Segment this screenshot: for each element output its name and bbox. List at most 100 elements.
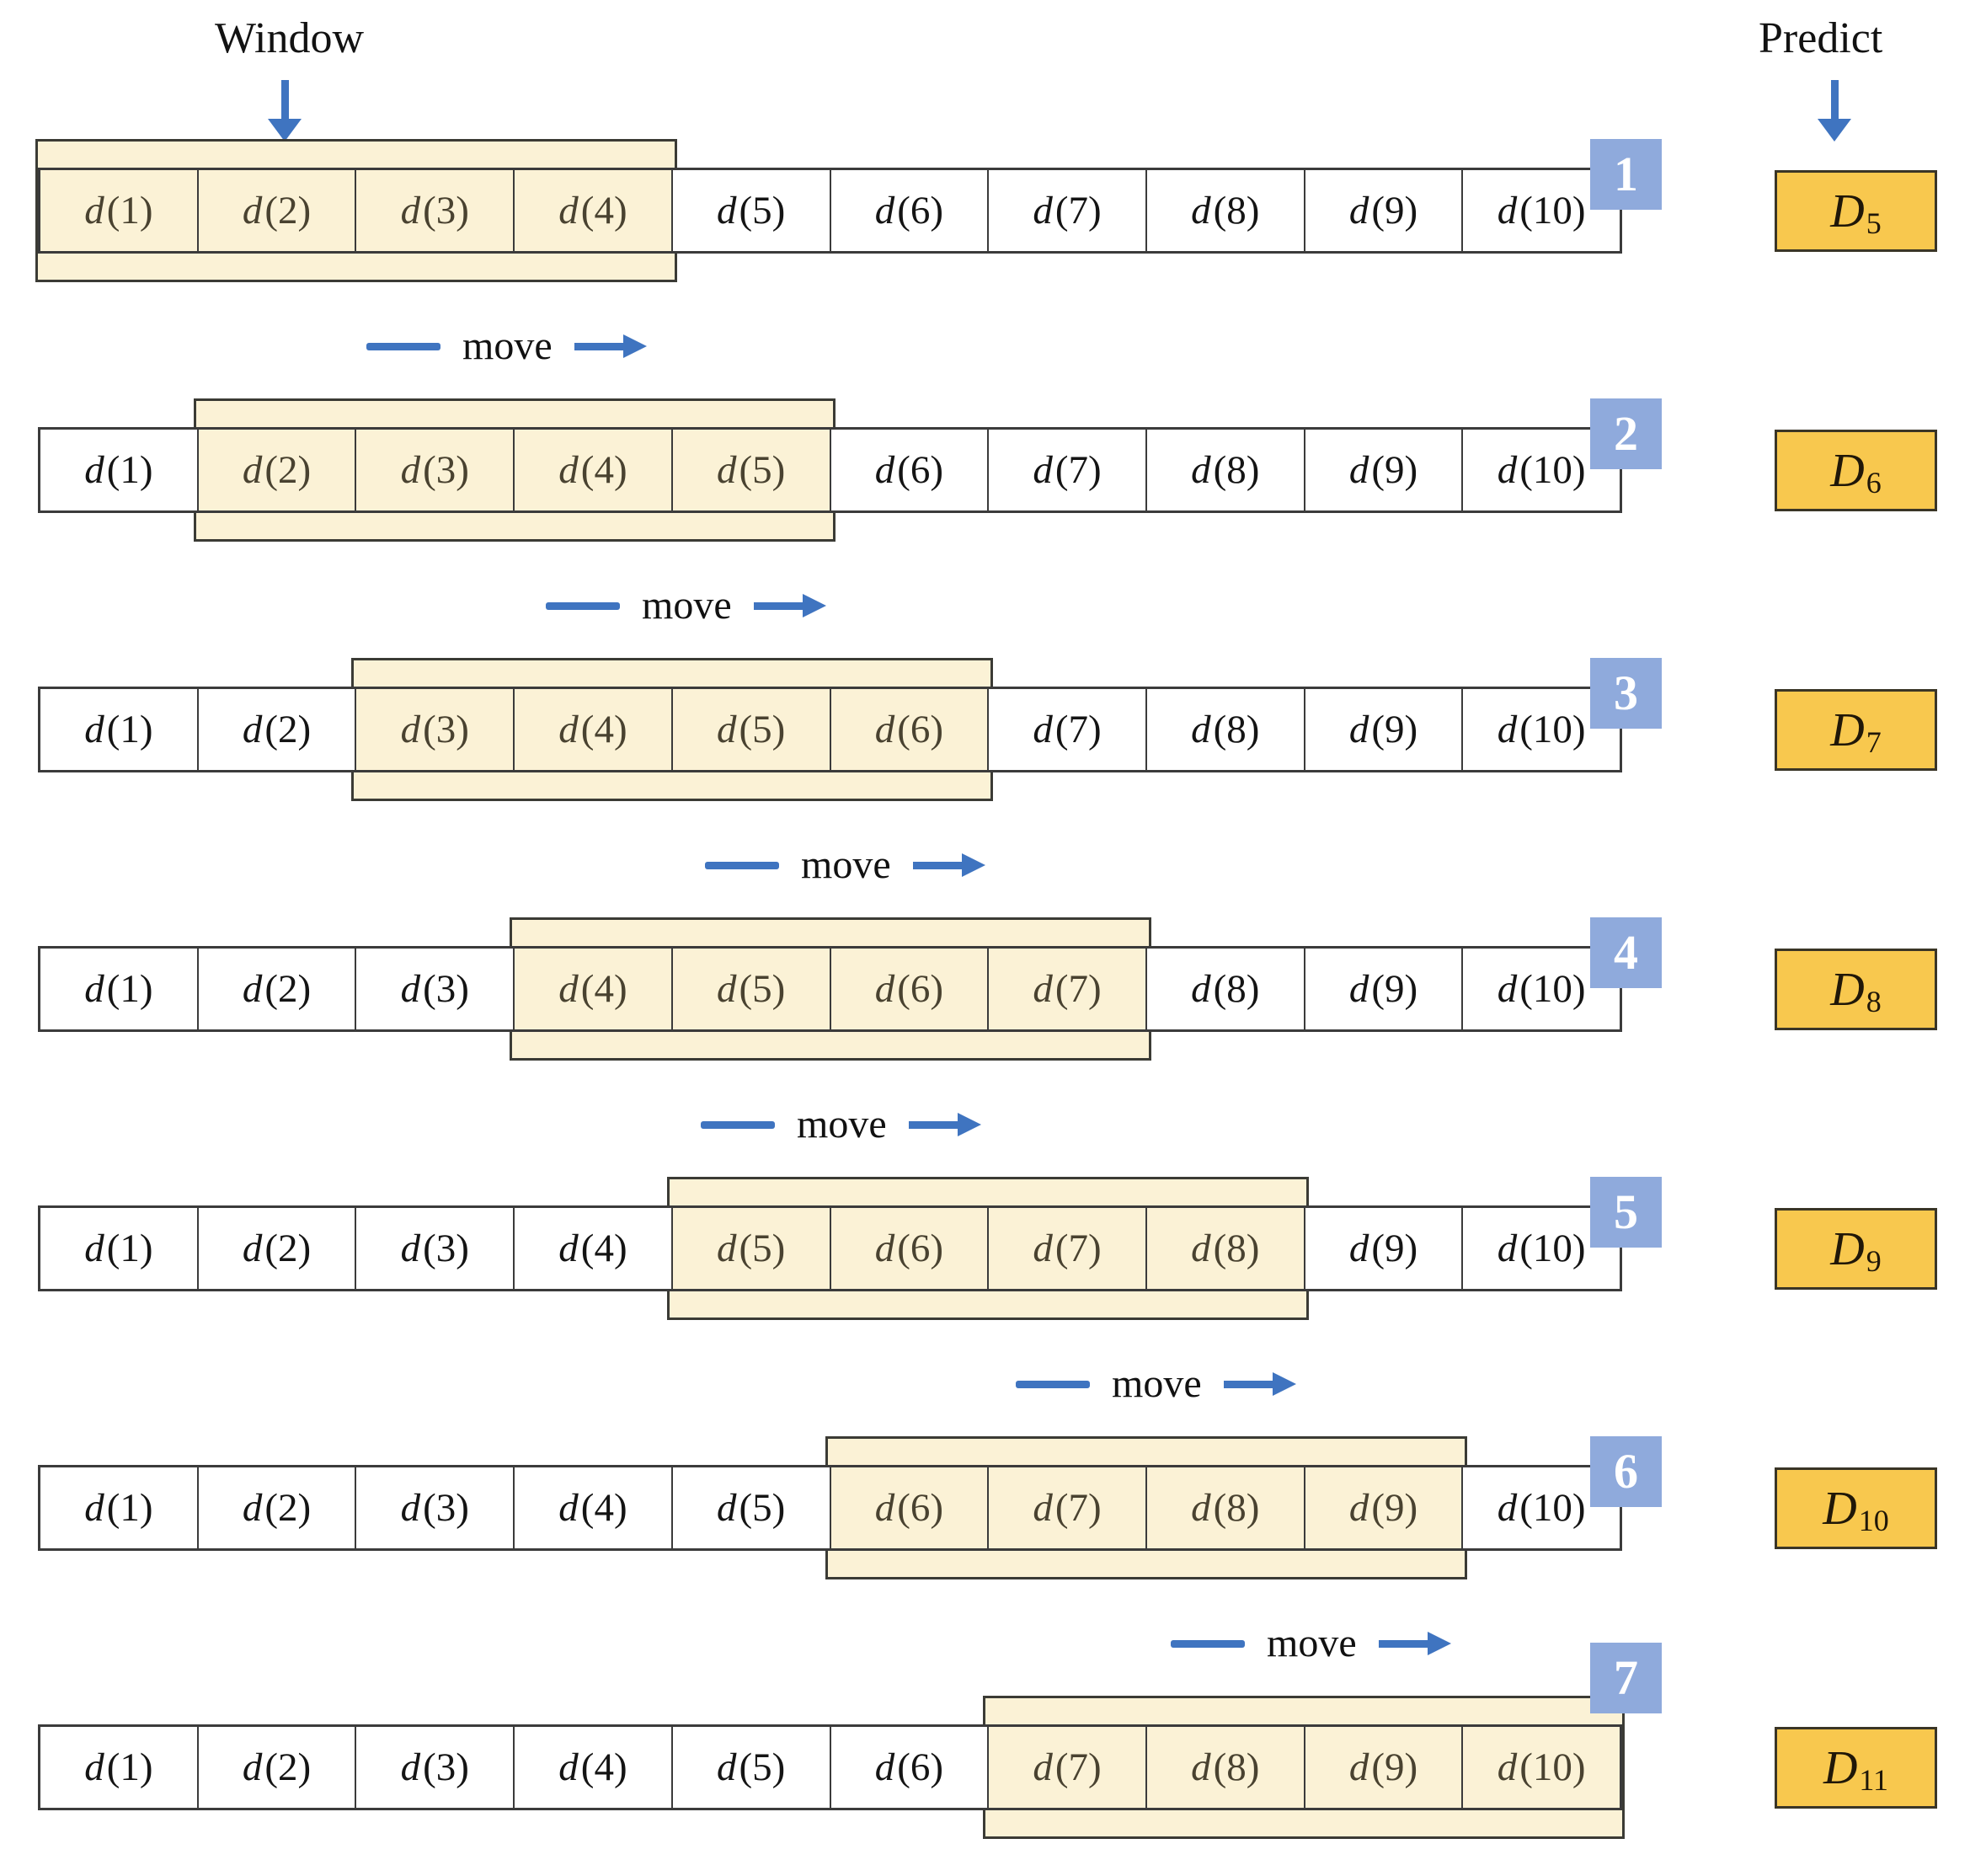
cell-index: (8) [1213,966,1260,1011]
step-badge: 4 [1590,917,1662,988]
cell-variable: d [84,1485,104,1530]
sequence-cell: d (2) [198,1727,357,1808]
sequence-cell: d (3) [356,1467,515,1548]
move-indicator: move [546,585,826,626]
cell-index: (9) [1371,188,1418,232]
sequence-cell: d (8) [1146,689,1305,770]
cell-variable: d [400,966,421,1011]
move-label: move [801,842,891,887]
cell-variable: d [558,966,579,1011]
sequence-cell: d (4) [515,689,673,770]
sequence-cell: d (8) [1147,1208,1305,1289]
sequence-cell: d (6) [831,689,990,770]
cell-index: (6) [897,1485,944,1530]
sequence-cell: d (4) [515,1208,673,1289]
cell-variable: d [242,447,263,492]
move-indicator: move [366,326,647,366]
cell-variable: d [1033,1485,1053,1530]
sequence-cell: d (1) [40,949,199,1029]
cell-variable: d [1033,1226,1053,1270]
cell-variable: d [558,707,579,751]
sequence-cell: d (6) [831,1467,990,1548]
cell-index: (9) [1371,1745,1418,1789]
arrow-head [1818,119,1851,142]
cell-index: (6) [897,707,944,751]
cell-variable: d [1348,1485,1369,1530]
cell-variable: d [1497,447,1518,492]
cell-variable: d [84,1226,104,1270]
arrow-line [574,342,623,350]
sequence-cell: d (9) [1305,1727,1464,1808]
sequence-cell: d (6) [831,949,990,1029]
cell-variable: d [1348,1745,1369,1789]
sequence-cell: d (9) [1305,170,1464,251]
cell-variable: d [242,1485,263,1530]
sequence-cell: d (5) [673,949,831,1029]
cell-index: (3) [423,188,469,232]
sequence-cell: d (9) [1305,949,1464,1029]
sequence-cell: d (3) [356,1727,515,1808]
move-arrow-icon [574,334,647,358]
cell-index: (8) [1213,447,1260,492]
cell-variable: d [1033,1745,1053,1789]
step-badge: 5 [1590,1177,1662,1248]
cell-index: (5) [739,1226,786,1270]
cell-variable: d [874,1745,895,1789]
prediction-subscript: 9 [1866,1243,1882,1278]
cell-variable: d [400,1745,421,1789]
cell-index: (6) [897,188,944,232]
cell-index: (1) [106,1485,153,1530]
sequence-cell: d (9) [1305,1467,1464,1548]
sequence-cell: d (5) [672,170,831,251]
cell-variable: d [84,1745,104,1789]
cell-variable: d [1191,1485,1211,1530]
cell-variable: d [1191,1745,1211,1789]
cell-index: (8) [1213,1485,1260,1530]
cell-index: (5) [739,1485,786,1530]
move-label: move [1112,1361,1202,1406]
sequence-cell: d (2) [199,170,357,251]
arrow-head [1272,1372,1296,1396]
cell-index: (10) [1519,188,1586,232]
sequence-cell: d (1) [40,1208,199,1289]
sequence-cell: d (2) [198,1208,357,1289]
cell-index: (6) [897,966,944,1011]
cell-variable: d [717,1226,737,1270]
cell-index: (5) [739,1745,786,1789]
sequence-cell: d (2) [198,689,357,770]
prediction-subscript: 10 [1858,1503,1889,1537]
cell-variable: d [400,1485,421,1530]
cell-variable: d [400,447,421,492]
cell-variable: d [1191,188,1211,232]
sequence-cell: d (6) [831,1208,990,1289]
prediction-variable: D [1830,703,1865,756]
data-sequence-row: d (1) d (2) d (3) d (4) d (5) d (6) d (7) d (8) d (9) d (10… [38,1205,1622,1291]
cell-variable: d [1348,447,1369,492]
cell-index: (9) [1371,1226,1418,1270]
cell-variable: d [400,1226,421,1270]
prediction-box: D 10 [1775,1467,1937,1549]
sequence-cell: d (5) [672,1467,831,1548]
cell-variable: d [717,188,737,232]
cell-variable: d [558,1745,579,1789]
cell-variable: d [874,1226,895,1270]
cell-index: (5) [739,707,786,751]
cell-index: (1) [106,447,153,492]
sequence-cell: d (7) [989,1467,1147,1548]
cell-index: (7) [1054,1226,1102,1270]
arrow-line [753,601,803,610]
cell-variable: d [242,707,263,751]
arrow-line [908,1120,958,1129]
cell-index: (1) [106,1226,153,1270]
cell-index: (7) [1054,1485,1102,1530]
cell-variable: d [84,447,104,492]
sequence-cell: d (3) [356,430,515,510]
cell-index: (2) [264,1745,312,1789]
sequence-cell: d (7) [989,170,1147,251]
cell-variable: d [1348,188,1369,232]
move-dash-icon [705,861,779,869]
sequence-cell: d (6) [830,430,990,510]
cell-index: (2) [264,966,312,1011]
